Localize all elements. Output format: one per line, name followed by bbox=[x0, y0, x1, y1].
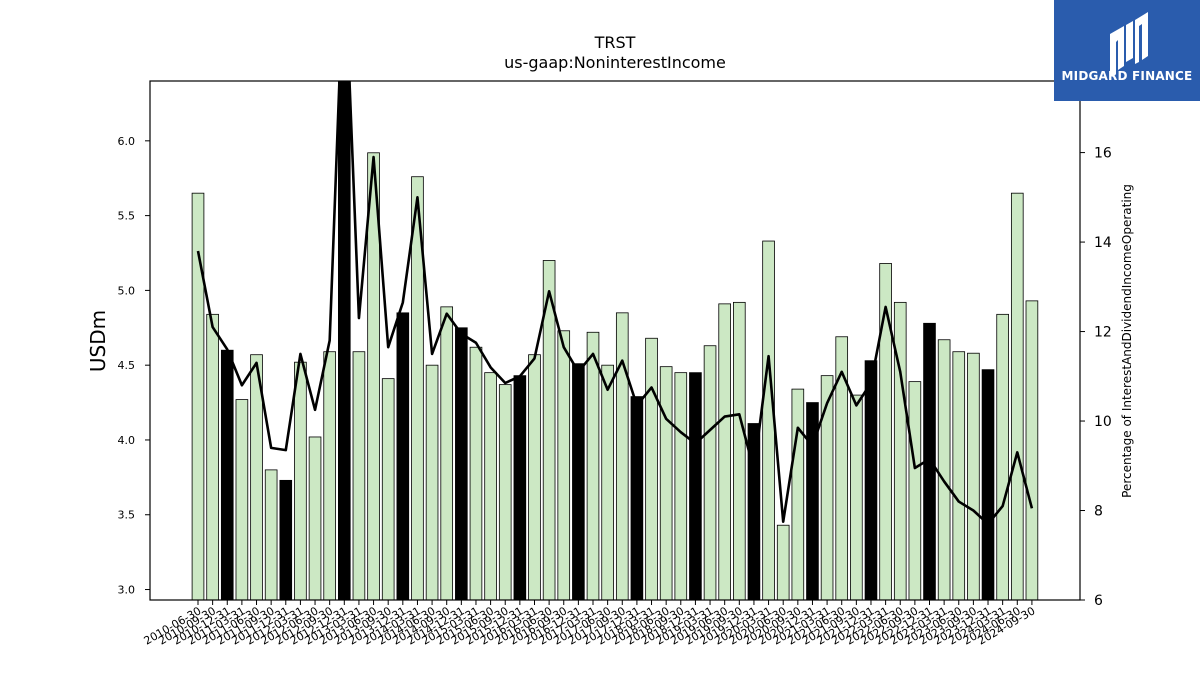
bar bbox=[381, 378, 395, 601]
bar bbox=[893, 301, 907, 601]
bar bbox=[337, 80, 351, 601]
bar bbox=[235, 399, 249, 601]
bar bbox=[835, 336, 849, 601]
bar bbox=[718, 303, 731, 601]
bar bbox=[572, 363, 585, 601]
bar bbox=[762, 240, 775, 601]
bar bbox=[879, 263, 892, 601]
bar bbox=[425, 364, 439, 601]
bar bbox=[850, 394, 863, 601]
logo-mark-icon bbox=[1110, 12, 1148, 77]
bar bbox=[776, 524, 790, 601]
bar bbox=[630, 396, 644, 601]
bar bbox=[733, 301, 746, 601]
bar bbox=[820, 375, 834, 601]
plot-frame bbox=[149, 80, 1081, 601]
y-tick-label: 3.5 bbox=[118, 509, 136, 522]
bar bbox=[645, 337, 658, 601]
y2-tick-label: 8 bbox=[1094, 504, 1103, 520]
bar bbox=[352, 351, 366, 601]
bar bbox=[498, 384, 512, 601]
bar bbox=[455, 327, 468, 601]
bar bbox=[264, 469, 278, 601]
y-tick-label: 4.5 bbox=[118, 359, 136, 372]
bar bbox=[937, 339, 951, 601]
bar bbox=[659, 366, 673, 601]
left-axis: 3.0 3.5 4.0 4.5 5.0 5.5 6.0 bbox=[118, 135, 150, 597]
bar bbox=[323, 351, 336, 601]
chart-title: TRST bbox=[594, 33, 636, 52]
bar bbox=[557, 330, 571, 601]
bar bbox=[952, 351, 966, 601]
y-tick-label: 5.0 bbox=[118, 284, 136, 297]
bar bbox=[528, 354, 541, 601]
bar bbox=[308, 436, 322, 601]
y-axis-label: USDm bbox=[86, 310, 110, 372]
bar bbox=[1010, 192, 1024, 601]
bar bbox=[615, 312, 629, 601]
y2-tick-label: 10 bbox=[1094, 414, 1112, 430]
percentage-line bbox=[196, 81, 1034, 526]
bar bbox=[220, 349, 234, 601]
y-tick-label: 3.0 bbox=[118, 584, 136, 597]
bar bbox=[586, 331, 600, 601]
y2-tick-label: 14 bbox=[1094, 235, 1112, 251]
y2-tick-label: 12 bbox=[1094, 325, 1112, 341]
bar bbox=[1025, 300, 1039, 601]
y-tick-label: 4.0 bbox=[118, 434, 136, 447]
bar bbox=[996, 313, 1009, 601]
bar bbox=[703, 345, 717, 601]
bar bbox=[396, 312, 410, 601]
brand-logo: MIDGARD FINANCE bbox=[1054, 0, 1200, 101]
bar bbox=[674, 372, 688, 601]
right-axis: 6 8 10 12 14 16 bbox=[1080, 146, 1112, 609]
bar bbox=[908, 381, 922, 601]
bar bbox=[967, 352, 980, 601]
bar bbox=[864, 360, 878, 601]
bar bbox=[981, 369, 995, 601]
chart-subtitle: us-gaap:NoninterestIncome bbox=[504, 53, 726, 72]
y-tick-label: 6.0 bbox=[118, 135, 136, 148]
bar bbox=[484, 372, 497, 601]
y2-axis-label: Percentage of InterestAndDividendIncomeO… bbox=[1120, 184, 1134, 498]
bar bbox=[601, 364, 614, 601]
bar bbox=[689, 372, 702, 601]
bar bbox=[513, 375, 527, 601]
y-tick-label: 5.5 bbox=[118, 210, 136, 223]
bar bbox=[279, 479, 293, 601]
y2-tick-label: 16 bbox=[1094, 146, 1112, 162]
bar bbox=[791, 388, 805, 601]
bar bbox=[206, 313, 219, 601]
y2-tick-label: 6 bbox=[1094, 593, 1103, 609]
bar bbox=[469, 346, 483, 601]
bar bbox=[440, 306, 454, 601]
bar bbox=[294, 361, 307, 601]
logo-text: MIDGARD FINANCE bbox=[1061, 69, 1193, 83]
line-group bbox=[196, 81, 1034, 526]
